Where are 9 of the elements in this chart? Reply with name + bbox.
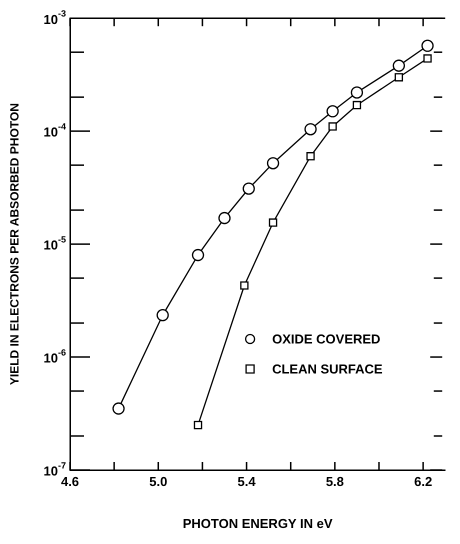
x-axis-title: PHOTON ENERGY IN eV bbox=[182, 516, 333, 531]
y-axis-title: YIELD IN ELECTRONS PER ABSORBED PHOTON bbox=[8, 103, 22, 386]
x-tick-label: 5.8 bbox=[326, 474, 344, 490]
legend-label: OXIDE COVERED bbox=[272, 332, 380, 347]
x-tick-label: 5.0 bbox=[149, 474, 168, 490]
x-tick-label: 5.4 bbox=[238, 474, 256, 490]
x-tick-label: 6.2 bbox=[414, 474, 432, 490]
x-tick-label: 4.6 bbox=[60, 474, 80, 490]
legend-label: CLEAN SURFACE bbox=[272, 362, 383, 377]
